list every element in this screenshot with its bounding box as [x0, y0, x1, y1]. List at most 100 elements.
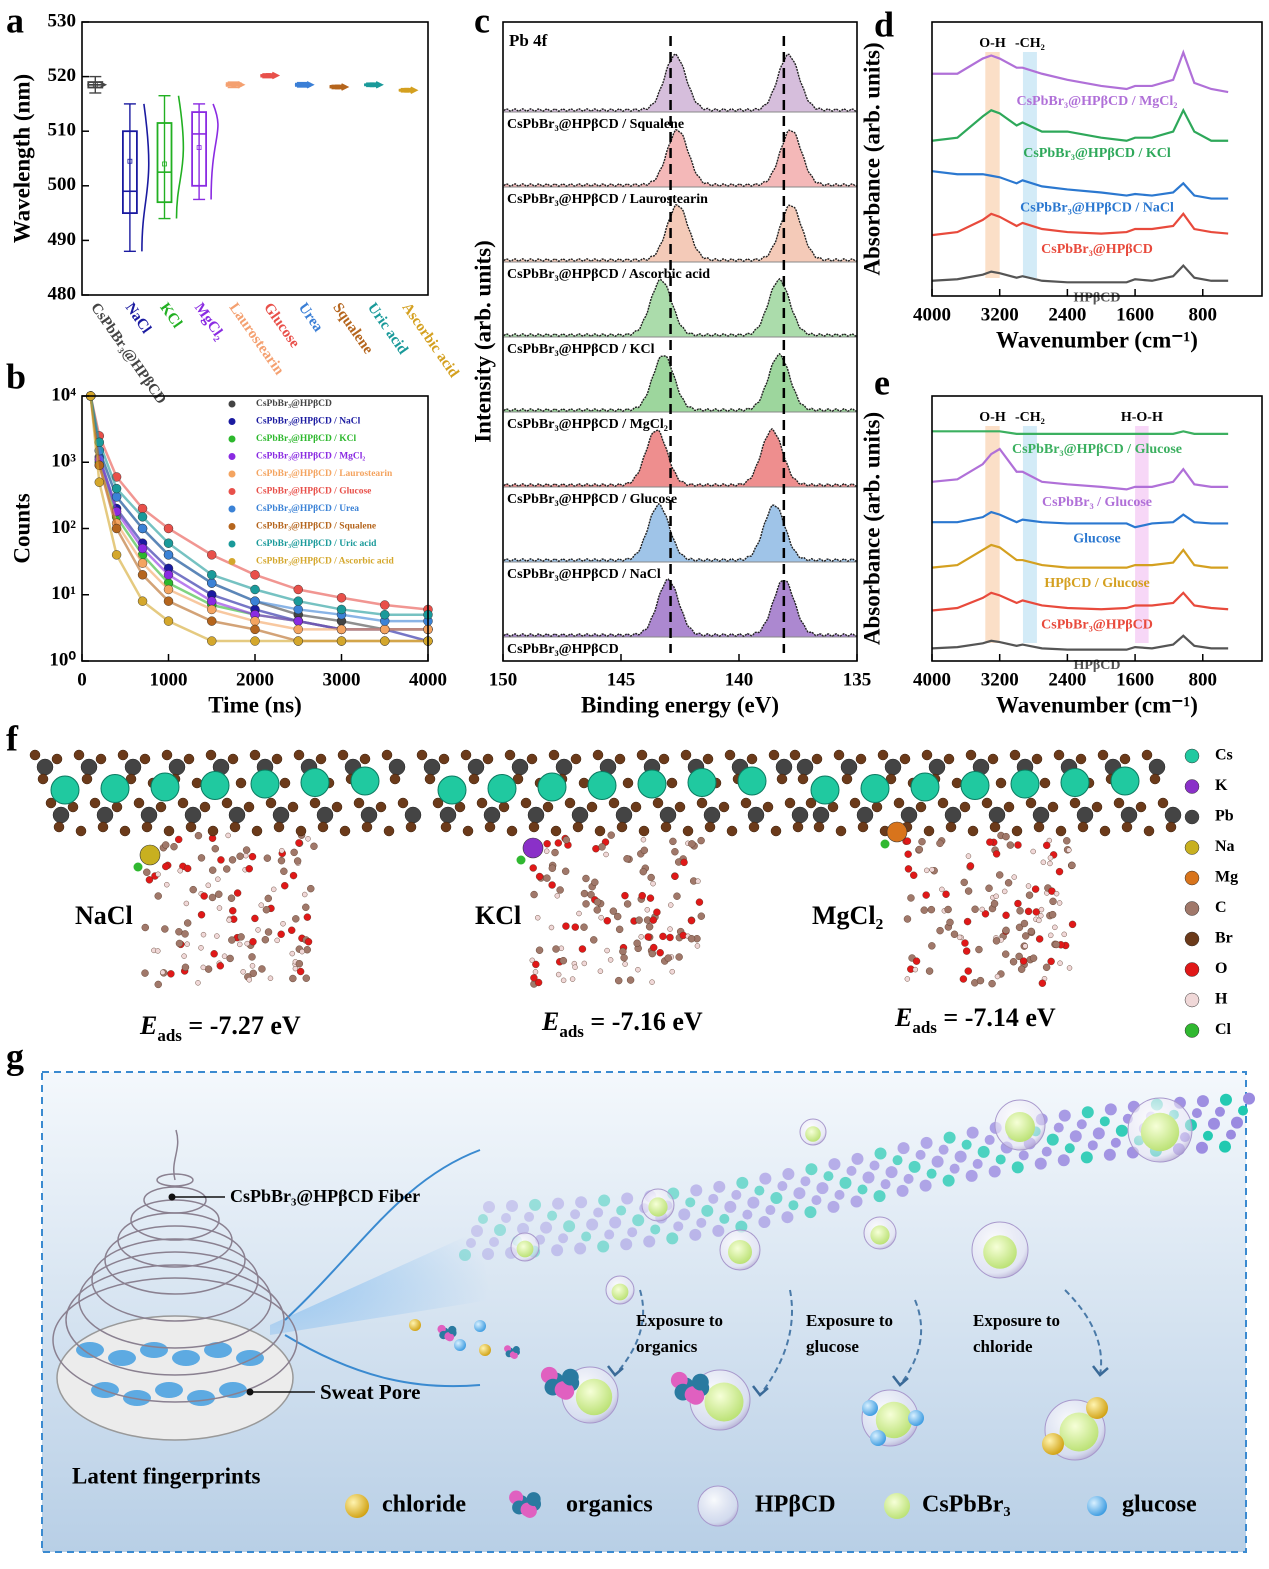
- atom: [928, 942, 936, 950]
- x-tick-label: 3200: [981, 304, 1019, 325]
- ion: [880, 839, 890, 849]
- spectrum: [932, 49, 1229, 94]
- atom: [944, 905, 952, 914]
- band-label: H-O-H: [1121, 410, 1163, 425]
- atom: [740, 797, 752, 809]
- atom: [309, 797, 321, 809]
- atom: [163, 825, 175, 837]
- atom: [1063, 837, 1071, 845]
- atom: [644, 933, 652, 941]
- atom: [168, 758, 186, 776]
- sheet-atom: [466, 1238, 476, 1248]
- mean-marker: [335, 84, 340, 90]
- atom: [571, 923, 579, 931]
- atom: [1014, 899, 1022, 908]
- sheet-atom: [823, 1171, 834, 1182]
- atom: [289, 871, 298, 880]
- x-tick-label: NaCl: [122, 300, 154, 336]
- particle: [409, 1319, 421, 1331]
- spectrum: [931, 212, 1229, 237]
- atom: [636, 749, 648, 761]
- atom: [966, 862, 975, 870]
- sheet-atom: [862, 1171, 875, 1184]
- data-point: [380, 636, 390, 646]
- atom: [910, 772, 940, 802]
- atom: [619, 947, 627, 956]
- atom: [903, 915, 912, 923]
- atom: [1017, 965, 1026, 973]
- atom: [197, 854, 206, 862]
- atom: [929, 866, 935, 873]
- atom: [907, 894, 915, 902]
- atom: [963, 917, 972, 926]
- atom: [697, 836, 705, 845]
- atom: [244, 940, 250, 947]
- sheet-atom: [547, 1210, 558, 1221]
- energy-value: = -7.16 eV: [584, 1007, 703, 1036]
- atom: [526, 753, 538, 765]
- sheet-atom: [874, 1147, 887, 1160]
- atom: [432, 797, 444, 809]
- sheet-atom: [1104, 1103, 1117, 1116]
- atom: [1036, 917, 1042, 924]
- atom: [235, 777, 247, 789]
- sheet-atom: [943, 1131, 956, 1144]
- atom: [981, 797, 993, 809]
- sheet-atom: [834, 1189, 845, 1200]
- sheet-atom: [719, 1213, 730, 1224]
- atom: [986, 838, 994, 846]
- legend-marker: [228, 435, 236, 443]
- fiber-coil: [130, 1199, 220, 1241]
- atom: [994, 973, 1001, 980]
- atom: [302, 891, 308, 898]
- atom: [155, 871, 161, 877]
- atom: [350, 766, 380, 796]
- ion: [522, 837, 544, 859]
- sheet-atom: [678, 1208, 691, 1221]
- legend-marker: [1184, 779, 1200, 794]
- atom: [1002, 832, 1010, 841]
- atom: [279, 777, 291, 789]
- energy-subscript: ads: [559, 1022, 584, 1041]
- legend-label: CsPbBr₃@HPβCD / Urea: [256, 504, 359, 514]
- atom: [724, 749, 736, 761]
- atom: [199, 801, 211, 813]
- exposure-label: organics: [636, 1337, 698, 1356]
- atom: [976, 976, 985, 985]
- arrow: [899, 1299, 922, 1386]
- x-axis-label: Time (ns): [208, 692, 302, 717]
- atom: [375, 801, 387, 813]
- atom: [504, 749, 516, 761]
- atom: [1099, 825, 1111, 837]
- structure: [29, 749, 422, 989]
- energy-symbol: E: [894, 1003, 912, 1032]
- annotation: Pb 4f: [509, 31, 548, 50]
- data-point: [380, 624, 390, 635]
- atom: [644, 907, 650, 913]
- legend-marker: [228, 523, 236, 530]
- atom: [52, 806, 70, 824]
- atom: [571, 806, 589, 824]
- band: [985, 52, 1000, 278]
- atom: [960, 878, 968, 887]
- perovskite: [648, 1197, 668, 1217]
- atom: [251, 914, 259, 923]
- atom: [555, 971, 562, 978]
- atom: [535, 946, 544, 954]
- atom: [288, 926, 296, 934]
- pore: [236, 1350, 264, 1366]
- sheet-atom: [471, 1225, 483, 1237]
- legend-label: CsPbBr₃@HPβCD: [256, 399, 332, 409]
- ion: [886, 821, 908, 843]
- atom: [1157, 797, 1169, 809]
- atom: [305, 836, 311, 842]
- atom: [388, 758, 406, 776]
- atom: [483, 806, 501, 824]
- atom: [1010, 769, 1040, 799]
- legend-marker: [697, 1485, 739, 1527]
- atom: [198, 945, 204, 951]
- atom: [674, 801, 686, 813]
- sheet-atom: [965, 1169, 978, 1182]
- ion: [516, 855, 526, 865]
- sheet-atom: [620, 1238, 633, 1251]
